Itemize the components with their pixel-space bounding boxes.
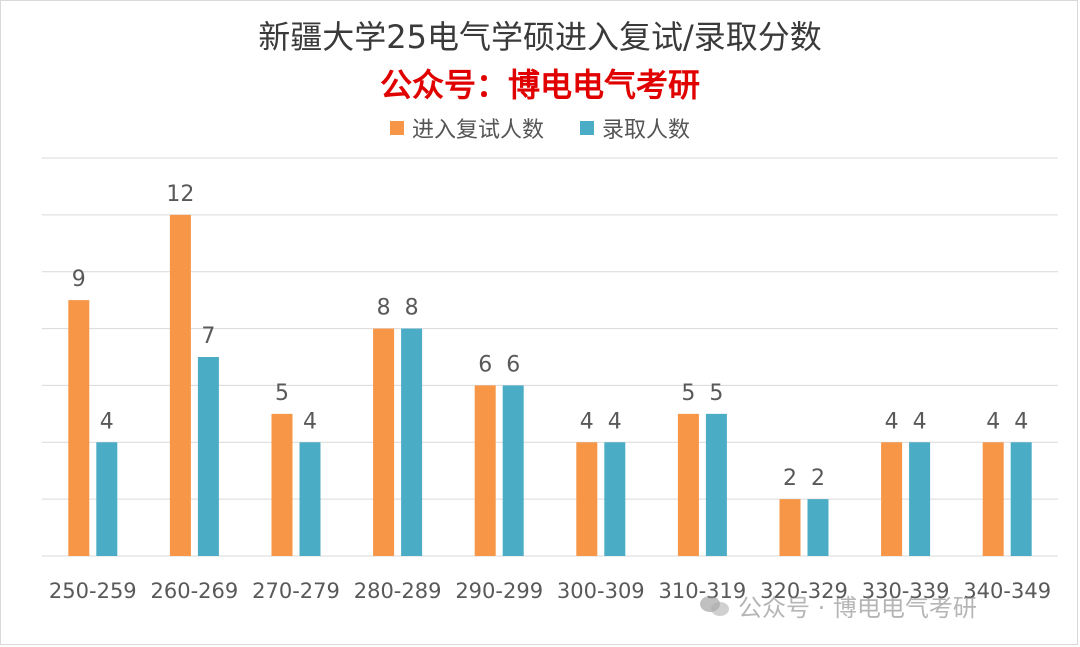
bar	[373, 328, 395, 556]
data-label: 9	[72, 267, 86, 292]
bar	[677, 413, 699, 556]
data-label: 4	[580, 409, 594, 434]
watermark: 公众号 · 博电电气考研	[700, 588, 977, 623]
data-label: 12	[166, 182, 194, 207]
x-tick-label: 280-289	[354, 579, 442, 603]
bar	[271, 413, 293, 556]
data-label: 5	[709, 381, 723, 406]
watermark-text: 公众号 · 博电电气考研	[738, 594, 977, 622]
bar	[807, 499, 829, 556]
chart-subtitle: 公众号：博电电气考研	[379, 66, 700, 104]
data-label: 6	[506, 352, 520, 377]
legend-item-enter-retest: 进入复试人数	[389, 112, 544, 144]
data-label: 2	[783, 466, 797, 491]
data-label: 4	[303, 409, 317, 434]
data-label: 4	[100, 409, 114, 434]
bar	[474, 385, 496, 556]
data-label: 4	[1014, 409, 1028, 434]
bar	[982, 442, 1004, 556]
bar	[197, 357, 219, 556]
legend-swatch-admitted	[580, 121, 594, 135]
bar	[881, 442, 903, 556]
legend-label-enter-retest: 进入复试人数	[411, 118, 544, 143]
data-label: 7	[201, 324, 215, 349]
x-tick-label: 300-309	[557, 579, 645, 603]
data-label: 2	[811, 466, 825, 491]
data-label: 4	[608, 409, 622, 434]
legend-label-admitted: 录取人数	[602, 118, 691, 143]
bar	[502, 385, 524, 556]
data-label: 8	[405, 296, 419, 321]
data-label: 4	[986, 409, 1000, 434]
bar	[401, 328, 423, 556]
bar	[299, 442, 321, 556]
bar	[96, 442, 118, 556]
x-tick-label: 290-299	[455, 579, 543, 603]
bar	[576, 442, 598, 556]
data-label: 5	[275, 381, 289, 406]
legend: 进入复试人数 录取人数	[0, 112, 1080, 144]
x-tick-label: 340-349	[963, 579, 1051, 603]
data-label: 6	[478, 352, 492, 377]
x-tick-label: 270-279	[252, 579, 340, 603]
bar	[169, 214, 191, 556]
bar	[1010, 442, 1032, 556]
data-label: 4	[913, 409, 927, 434]
data-label: 8	[377, 296, 391, 321]
wechat-icon	[700, 594, 730, 618]
legend-item-admitted: 录取人数	[580, 112, 690, 144]
x-tick-label: 250-259	[49, 579, 137, 603]
bar	[705, 413, 727, 556]
bar	[68, 300, 90, 556]
bar	[909, 442, 931, 556]
chart-title: 新疆大学25电气学硕进入复试/录取分数	[258, 18, 822, 56]
x-tick-label: 330-339	[862, 579, 950, 603]
x-tick-label: 320-329	[760, 579, 848, 603]
bar	[779, 499, 801, 556]
data-label: 5	[681, 381, 695, 406]
legend-swatch-enter-retest	[389, 121, 404, 135]
data-label: 4	[885, 409, 899, 434]
x-tick-label: 260-269	[151, 579, 239, 603]
bar	[604, 442, 626, 556]
